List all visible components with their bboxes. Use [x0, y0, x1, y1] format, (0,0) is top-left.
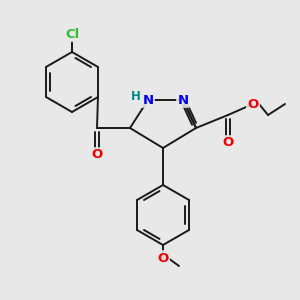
Text: O: O — [248, 98, 259, 110]
Text: O: O — [92, 148, 103, 161]
Text: N: N — [177, 94, 189, 106]
Text: H: H — [131, 91, 141, 103]
Text: N: N — [142, 94, 154, 106]
Text: O: O — [222, 136, 234, 149]
Text: Cl: Cl — [65, 28, 79, 40]
Text: O: O — [158, 251, 169, 265]
